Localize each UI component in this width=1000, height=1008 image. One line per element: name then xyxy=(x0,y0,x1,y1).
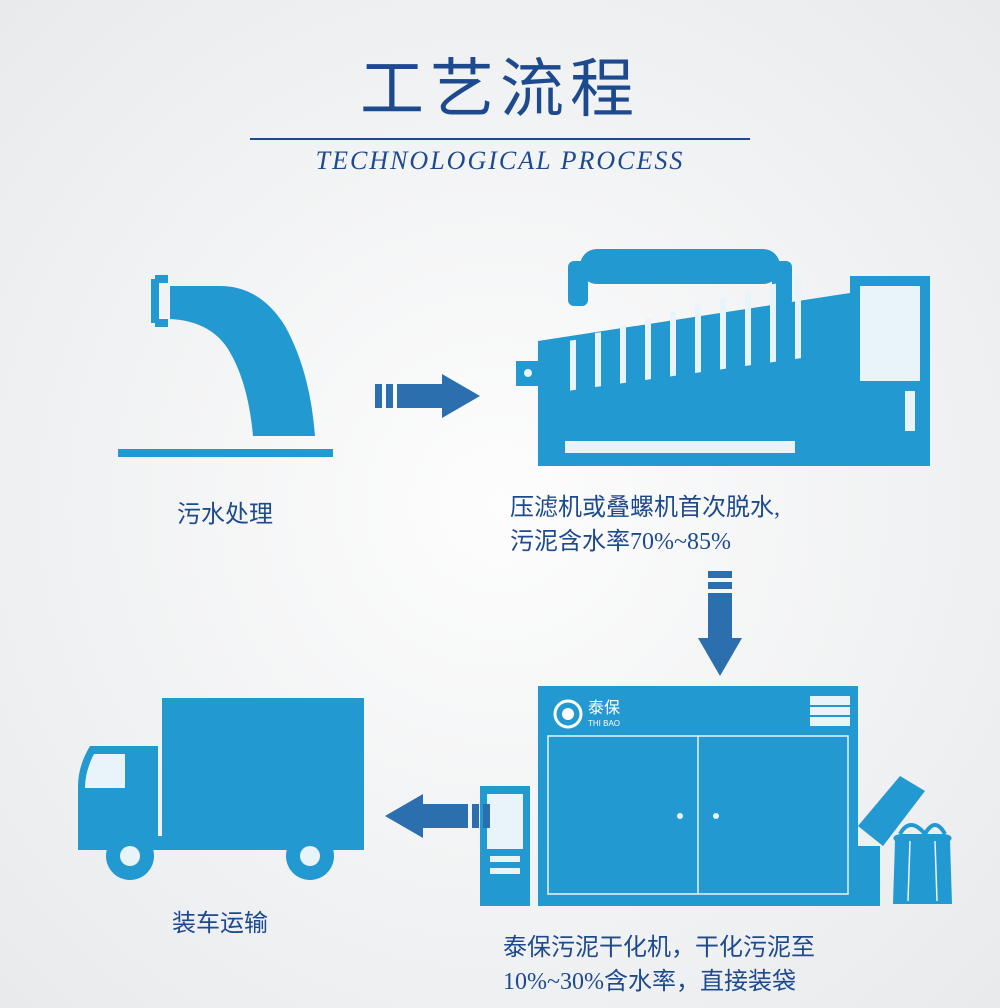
step-sewage-treatment: 污水处理 xyxy=(95,271,355,533)
header: 工艺流程 TECHNOLOGICAL PROCESS xyxy=(0,0,1000,176)
step-label: 装车运输 xyxy=(172,908,268,942)
arrow-down-icon xyxy=(695,571,745,686)
step-label: 污水处理 xyxy=(177,499,273,533)
truck-icon xyxy=(70,676,370,886)
title-divider xyxy=(250,138,750,140)
brand-en-label: THI BAO xyxy=(588,719,620,728)
dryer-machine-icon: 泰保 THI BAO xyxy=(480,666,960,916)
arrow-right-icon xyxy=(375,371,485,426)
step-label: 泰保污泥干化机，干化污泥至 10%~30%含水率，直接装袋 xyxy=(503,932,815,999)
filter-press-icon xyxy=(510,241,940,476)
pipe-outflow-icon xyxy=(110,271,340,481)
step-label: 压滤机或叠螺机首次脱水, 污泥含水率70%~85% xyxy=(510,492,780,559)
brand-label: 泰保 xyxy=(588,699,620,717)
step-dryer-machine: 泰保 THI BAO 泰保污 xyxy=(475,666,965,999)
title-en: TECHNOLOGICAL PROCESS xyxy=(0,146,1000,176)
arrow-left-icon xyxy=(380,791,490,846)
process-diagram: 污水处理 xyxy=(0,226,1000,1006)
step-truck-transport: 装车运输 xyxy=(70,676,370,942)
title-cn: 工艺流程 xyxy=(0,38,1000,130)
step-filter-press: 压滤机或叠螺机首次脱水, 污泥含水率70%~85% xyxy=(505,241,945,559)
